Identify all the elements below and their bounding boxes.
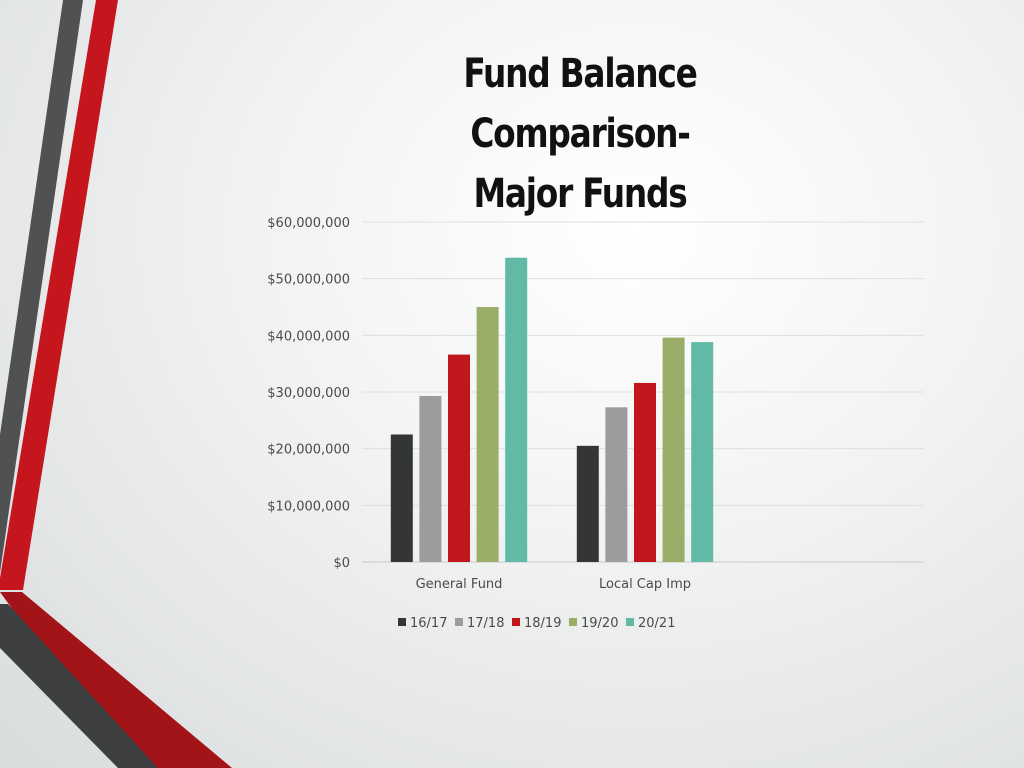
legend-label: 19/20 xyxy=(581,616,618,631)
category-label: Local Cap Imp xyxy=(599,577,691,592)
decor-wedge-gray xyxy=(0,604,158,768)
bar-18-19-local-cap-imp xyxy=(634,382,656,562)
slide-title-line1: Fund Balance Comparison- xyxy=(463,51,697,157)
legend-label: 18/19 xyxy=(524,616,561,631)
slide-title: Fund Balance Comparison- Major Funds xyxy=(350,44,809,224)
bar-20-21-local-cap-imp xyxy=(691,342,714,562)
category-label: General Fund xyxy=(416,577,503,592)
slide-title-line2: Major Funds xyxy=(473,171,687,217)
legend-swatch-20-21 xyxy=(626,618,634,626)
legend-swatch-18-19 xyxy=(512,618,520,626)
y-tick-label: $50,000,000 xyxy=(267,273,350,288)
y-tick-label: $10,000,000 xyxy=(267,499,350,514)
decor-stripe-red xyxy=(0,0,118,590)
y-tick-label: $30,000,000 xyxy=(267,386,350,401)
legend-swatch-19-20 xyxy=(569,618,577,626)
legend-label: 17/18 xyxy=(467,616,504,631)
bar-19-20-local-cap-imp xyxy=(662,337,685,562)
legend-label: 20/21 xyxy=(638,616,675,631)
bar-16-17-local-cap-imp xyxy=(576,445,599,562)
y-tick-label: $0 xyxy=(333,556,350,571)
y-tick-label: $60,000,000 xyxy=(267,216,350,231)
decor-stripe-gray xyxy=(0,0,83,573)
y-tick-label: $40,000,000 xyxy=(267,329,350,344)
decor-wedge-red xyxy=(0,592,232,768)
bar-18-19-general-fund xyxy=(448,354,470,562)
y-tick-label: $20,000,000 xyxy=(267,443,350,458)
bar-17-18-local-cap-imp xyxy=(605,407,628,562)
bar-20-21-general-fund xyxy=(505,257,528,562)
bar-16-17-general-fund xyxy=(390,434,413,562)
bar-19-20-general-fund xyxy=(476,307,499,562)
legend-swatch-17-18 xyxy=(455,618,463,626)
bar-17-18-general-fund xyxy=(419,395,442,562)
legend-label: 16/17 xyxy=(410,616,447,631)
legend-swatch-16-17 xyxy=(398,618,406,626)
